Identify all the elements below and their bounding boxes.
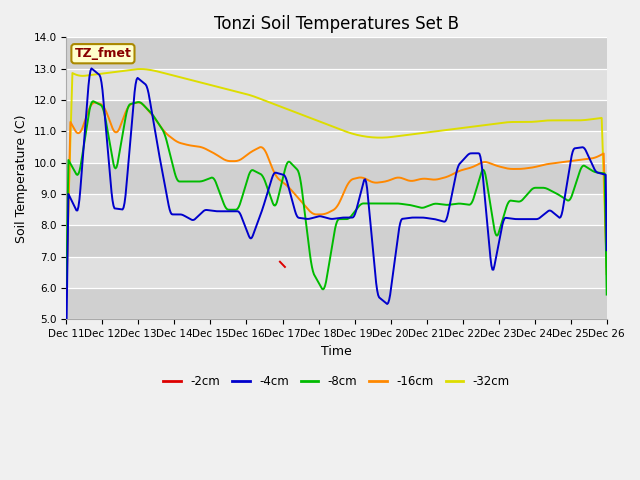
Bar <box>67 163 607 194</box>
Bar <box>67 100 607 132</box>
X-axis label: Time: Time <box>321 345 352 358</box>
Bar <box>67 37 607 69</box>
Y-axis label: Soil Temperature (C): Soil Temperature (C) <box>15 114 28 242</box>
Legend: -2cm, -4cm, -8cm, -16cm, -32cm: -2cm, -4cm, -8cm, -16cm, -32cm <box>159 370 515 393</box>
Text: TZ_fmet: TZ_fmet <box>74 47 131 60</box>
Bar <box>67 194 607 226</box>
Bar <box>67 257 607 288</box>
Bar <box>67 132 607 163</box>
Bar <box>67 288 607 319</box>
Bar <box>67 226 607 257</box>
Bar <box>67 69 607 100</box>
Title: Tonzi Soil Temperatures Set B: Tonzi Soil Temperatures Set B <box>214 15 459 33</box>
